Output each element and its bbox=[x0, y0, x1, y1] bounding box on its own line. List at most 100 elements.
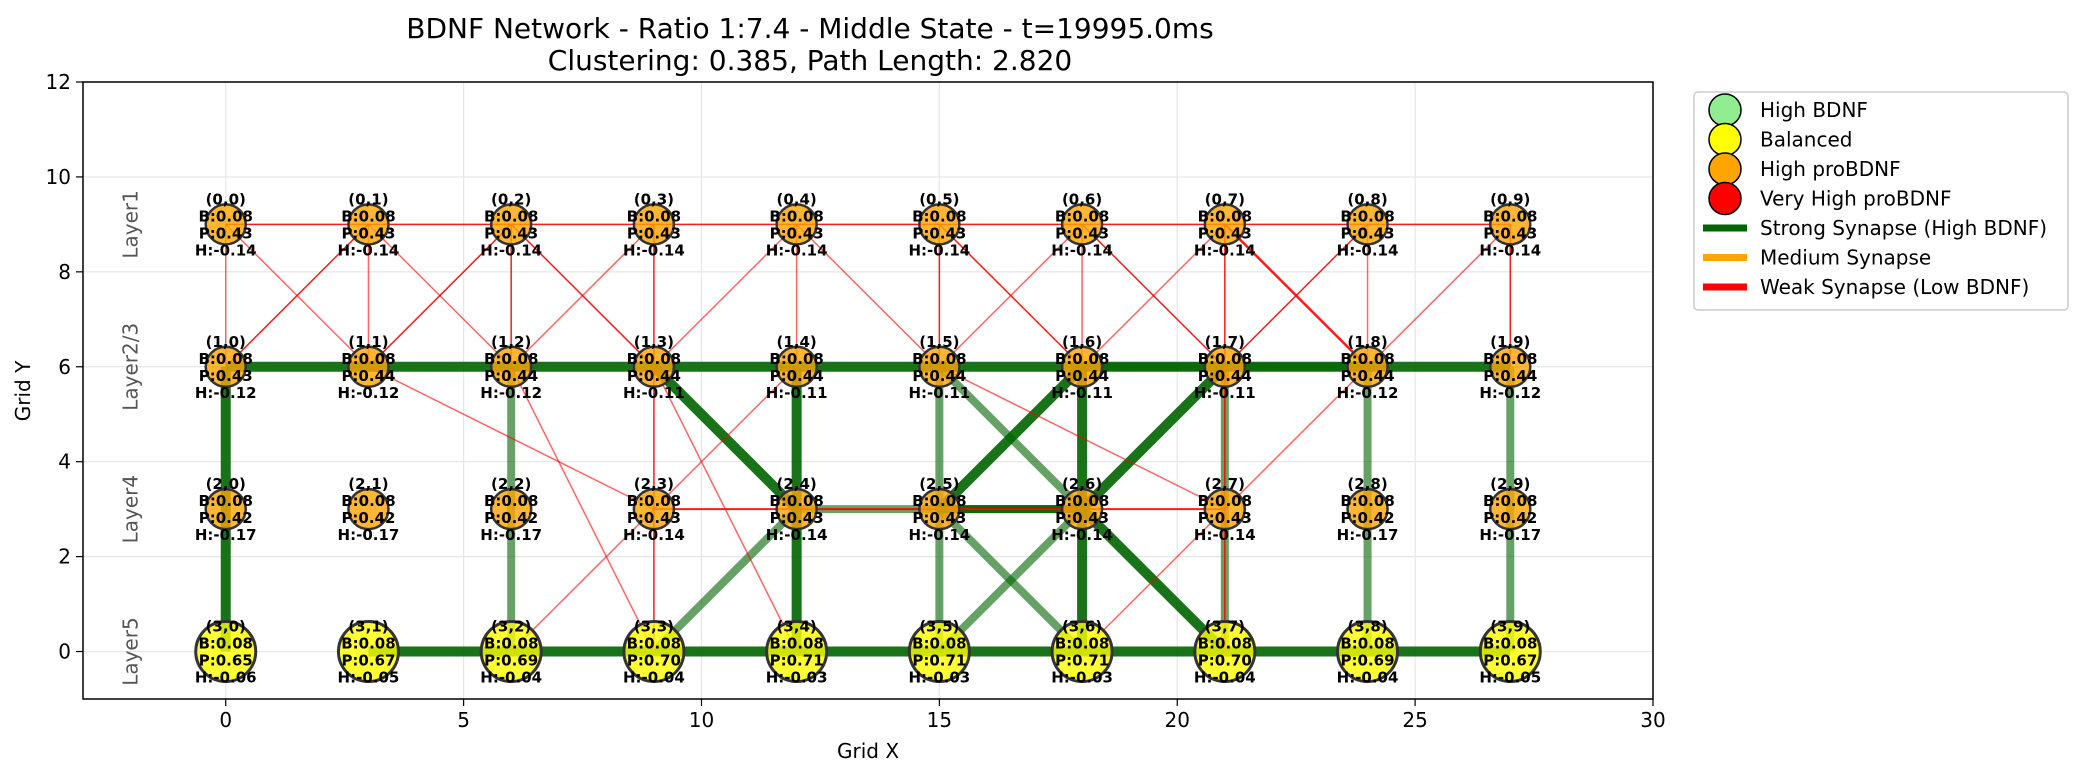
neuron-node: (0,9)B:0.08P:0.43H:-0.14 bbox=[1479, 190, 1541, 259]
neuron-label: (3,3) bbox=[634, 618, 674, 636]
synapse-strong bbox=[651, 506, 800, 655]
neuron-node: (1,5)B:0.08P:0.44H:-0.11 bbox=[908, 333, 970, 402]
y-tick-label: 12 bbox=[46, 70, 71, 94]
synapse-weak bbox=[1081, 223, 1226, 368]
neuron-label: B:0.08 bbox=[1340, 492, 1394, 510]
neuron-marker bbox=[765, 620, 829, 684]
neuron-marker bbox=[1203, 487, 1247, 531]
plot-frame bbox=[82, 81, 1654, 700]
neuron-node: (3,6)B:0.08P:0.71H:-0.03 bbox=[1050, 618, 1114, 687]
neuron-node: (1,1)B:0.08P:0.44H:-0.12 bbox=[338, 333, 400, 402]
synapse-weak bbox=[510, 366, 655, 652]
y-tick-label: 0 bbox=[58, 640, 71, 664]
x-tick-label: 20 bbox=[1165, 708, 1190, 732]
neuron-marker bbox=[907, 620, 971, 684]
legend-marker bbox=[1708, 181, 1742, 216]
neuron-label: (1,5) bbox=[919, 333, 959, 351]
neuron-label: P:0.67 bbox=[1483, 652, 1537, 670]
neuron-label: (3,8) bbox=[1347, 618, 1387, 636]
neuron-label: (2,8) bbox=[1347, 475, 1387, 493]
legend-entry: Medium Synapse bbox=[1703, 246, 1931, 270]
neuron-label: (3,4) bbox=[776, 618, 816, 636]
neuron-node: (2,9)B:0.08P:0.42H:-0.17 bbox=[1479, 475, 1541, 544]
neuron-label: B:0.08 bbox=[1340, 635, 1394, 653]
neuron-label: (2,6) bbox=[1062, 475, 1102, 493]
neuron-label: P:0.44 bbox=[1198, 367, 1252, 385]
neuron-marker bbox=[1203, 345, 1247, 389]
neuron-label: (0,8) bbox=[1347, 190, 1387, 208]
neuron-label: H:-0.05 bbox=[338, 669, 400, 687]
neuron-label: H:-0.17 bbox=[1337, 526, 1399, 544]
y-tick-label: 2 bbox=[58, 545, 71, 569]
neuron-label: H:-0.12 bbox=[195, 384, 257, 402]
neuron-label: B:0.08 bbox=[912, 350, 966, 368]
neuron-label: B:0.08 bbox=[769, 635, 823, 653]
neuron-marker bbox=[1060, 203, 1104, 246]
legend-entry: Weak Synapse (Low BDNF) bbox=[1703, 275, 2029, 299]
neuron-marker bbox=[489, 203, 533, 246]
neuron-node: (1,8)B:0.08P:0.44H:-0.12 bbox=[1337, 333, 1399, 402]
legend-entry: Balanced bbox=[1708, 122, 1852, 157]
neuron-label: B:0.08 bbox=[912, 492, 966, 510]
neuron-node: (0,4)B:0.08P:0.43H:-0.14 bbox=[766, 190, 828, 259]
synapse-weak bbox=[796, 223, 940, 368]
neuron-label: B:0.08 bbox=[1055, 350, 1109, 368]
neuron-label: (0,6) bbox=[1062, 190, 1102, 208]
neuron-label: P:0.43 bbox=[912, 224, 966, 242]
neuron-marker bbox=[622, 620, 686, 684]
neuron-label: H:-0.14 bbox=[1479, 241, 1541, 259]
neuron-label: B:0.08 bbox=[912, 635, 966, 653]
neuron-label: B:0.08 bbox=[1198, 350, 1252, 368]
x-tick-label: 0 bbox=[219, 708, 232, 732]
neuron-node: (0,8)B:0.08P:0.43H:-0.14 bbox=[1337, 190, 1399, 259]
neuron-label: P:0.43 bbox=[770, 224, 824, 242]
neuron-label: P:0.43 bbox=[1055, 509, 1109, 527]
layer-label: Layer1 bbox=[119, 190, 143, 259]
legend-label: High BDNF bbox=[1760, 98, 1868, 122]
neuron-label: P:0.70 bbox=[1198, 652, 1252, 670]
neuron-marker bbox=[632, 487, 676, 531]
neuron-label: B:0.08 bbox=[1340, 350, 1394, 368]
neuron-label: (1,8) bbox=[1347, 333, 1387, 351]
legend-label: Weak Synapse (Low BDNF) bbox=[1760, 275, 2029, 299]
neuron-marker bbox=[479, 620, 543, 684]
legend-entry: Strong Synapse (High BDNF) bbox=[1703, 216, 2047, 240]
neuron-marker bbox=[1193, 620, 1257, 684]
neuron-label: H:-0.17 bbox=[338, 526, 400, 544]
neuron-label: (1,6) bbox=[1062, 333, 1102, 351]
neuron-label: B:0.08 bbox=[484, 635, 538, 653]
neuron-label: H:-0.04 bbox=[1337, 669, 1399, 687]
neuron-label: P:0.43 bbox=[1055, 224, 1109, 242]
neuron-label: H:-0.14 bbox=[766, 526, 828, 544]
neuron-label: P:0.43 bbox=[627, 224, 681, 242]
synapse-weak bbox=[510, 223, 655, 368]
neuron-label: (1,7) bbox=[1205, 333, 1245, 351]
neuron-label: B:0.08 bbox=[341, 207, 395, 225]
neuron-marker bbox=[1489, 345, 1532, 389]
neuron-node: (3,2)B:0.08P:0.69H:-0.04 bbox=[479, 618, 543, 687]
neuron-label: H:-0.17 bbox=[480, 526, 542, 544]
neuron-label: H:-0.14 bbox=[908, 526, 970, 544]
neuron-marker bbox=[1346, 345, 1389, 389]
neuron-label: B:0.08 bbox=[1055, 492, 1109, 510]
neuron-marker bbox=[489, 487, 533, 531]
neuron-label: H:-0.03 bbox=[766, 669, 828, 687]
neuron-marker bbox=[194, 620, 258, 684]
neuron-node: (3,3)B:0.08P:0.70H:-0.04 bbox=[622, 618, 686, 687]
neuron-label: (2,1) bbox=[348, 475, 388, 493]
neuron-node: (1,0)B:0.08P:0.43H:-0.12 bbox=[195, 333, 257, 402]
neuron-label: B:0.08 bbox=[1198, 492, 1252, 510]
neuron-node: (1,6)B:0.08P:0.44H:-0.11 bbox=[1051, 333, 1113, 402]
neuron-node: (2,5)B:0.08P:0.43H:-0.14 bbox=[908, 475, 970, 544]
neuron-node: (3,5)B:0.08P:0.71H:-0.03 bbox=[907, 618, 971, 687]
neuron-label: B:0.08 bbox=[769, 207, 823, 225]
neuron-node: (2,7)B:0.08P:0.43H:-0.14 bbox=[1194, 475, 1256, 544]
neuron-label: P:0.42 bbox=[199, 509, 253, 527]
neuron-marker bbox=[918, 345, 961, 389]
x-tick-label: 25 bbox=[1402, 708, 1427, 732]
neuron-marker bbox=[1346, 203, 1389, 246]
neuron-node: (2,0)B:0.08P:0.42H:-0.17 bbox=[195, 475, 257, 544]
legend-entry: High proBDNF bbox=[1708, 152, 1901, 186]
chart-subtitle: Clustering: 0.385, Path Length: 2.820 bbox=[548, 44, 1072, 77]
